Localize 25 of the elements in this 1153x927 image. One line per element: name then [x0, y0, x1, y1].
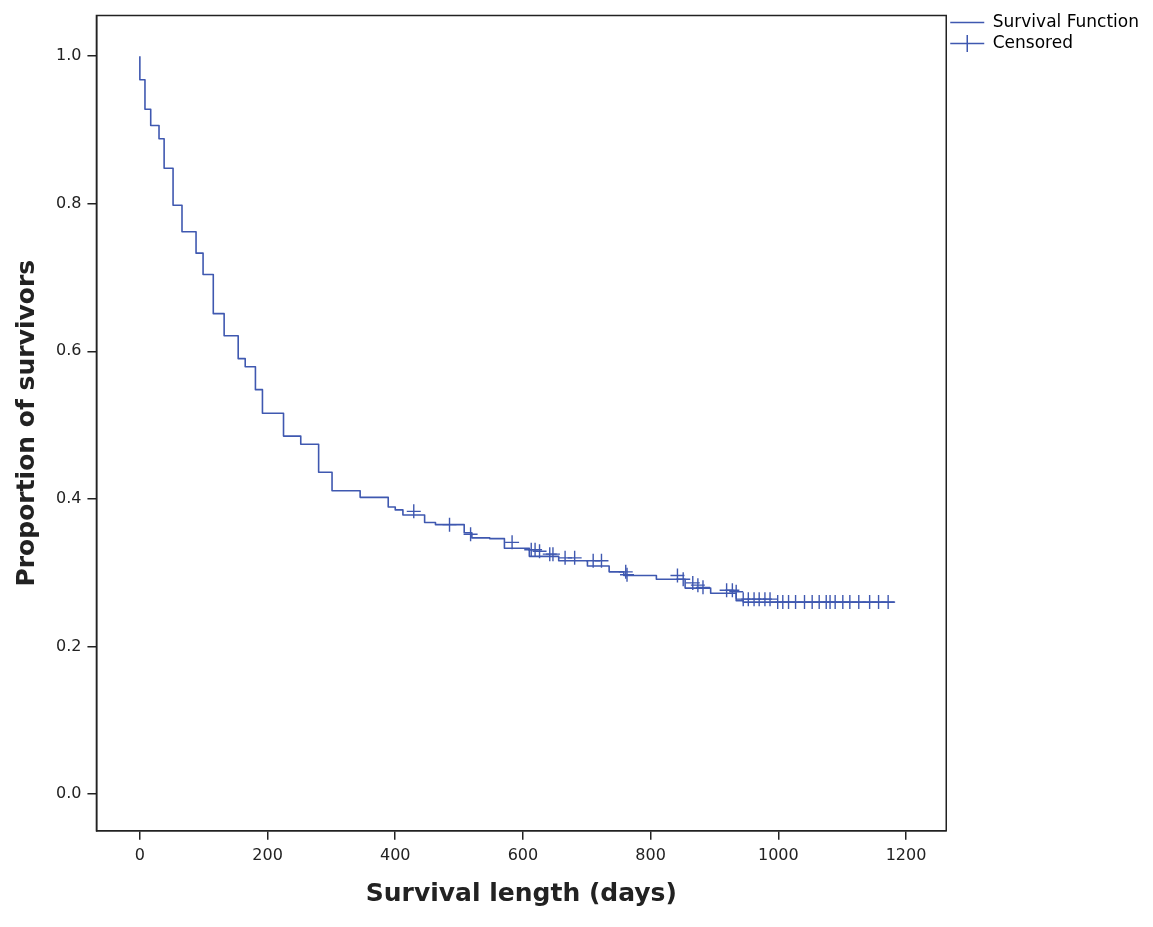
x-tick-label: 400 — [379, 844, 411, 864]
y-tick-label: 0.2 — [55, 635, 82, 655]
point — [685, 575, 701, 591]
y-tick-label: 0.6 — [55, 340, 82, 360]
point — [462, 526, 479, 542]
legend-label: Survival Function — [992, 10, 1140, 31]
x-tick-label: 1200 — [885, 844, 927, 864]
point — [690, 577, 706, 593]
y-tick-label: 0.0 — [55, 783, 82, 803]
point — [531, 543, 548, 559]
legend-label: Censored — [992, 31, 1073, 52]
x-tick-label: 0 — [134, 844, 145, 864]
point — [762, 591, 778, 607]
y-tick-label: 0.8 — [55, 192, 82, 212]
point — [566, 550, 583, 566]
x-axis-title: Survival length (days) — [365, 877, 677, 907]
x-tick-label: 200 — [252, 844, 283, 864]
y-tick-label: 0.4 — [55, 487, 82, 507]
x-tick-label: 800 — [635, 844, 666, 864]
y-axis-title: Proportion of survivors — [10, 259, 40, 587]
y-tick-label: 1.0 — [55, 45, 82, 65]
x-tick-label: 1000 — [757, 844, 799, 864]
point — [406, 503, 422, 520]
x-tick-label: 600 — [507, 844, 539, 864]
point — [593, 553, 610, 569]
